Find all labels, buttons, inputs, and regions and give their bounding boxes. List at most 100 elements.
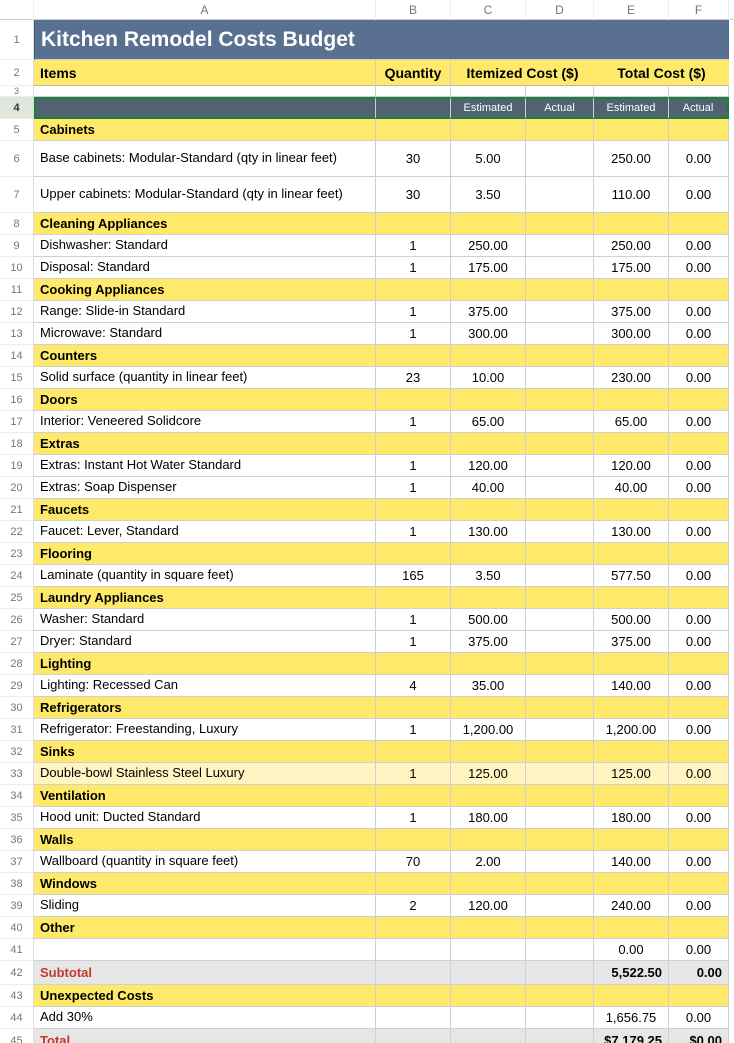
cat-d[interactable]: [526, 785, 594, 807]
cat-f[interactable]: [669, 499, 729, 521]
col-header-D[interactable]: D: [526, 0, 594, 20]
cat-b[interactable]: [376, 653, 451, 675]
row-header-5[interactable]: 5: [0, 119, 34, 141]
blank-a[interactable]: [34, 939, 376, 961]
category-label[interactable]: Extras: [34, 433, 376, 455]
category-label[interactable]: Doors: [34, 389, 376, 411]
row-header-28[interactable]: 28: [0, 653, 34, 675]
row-header-42[interactable]: 42: [0, 961, 34, 985]
row-header-29[interactable]: 29: [0, 675, 34, 697]
cost-act-cell[interactable]: [526, 177, 594, 213]
row-header-34[interactable]: 34: [0, 785, 34, 807]
cat-b[interactable]: [376, 917, 451, 939]
cat-e[interactable]: [594, 985, 669, 1007]
category-label[interactable]: Cabinets: [34, 119, 376, 141]
cat-d[interactable]: [526, 829, 594, 851]
cost-est-cell[interactable]: 3.50: [451, 177, 526, 213]
category-label[interactable]: Walls: [34, 829, 376, 851]
cat-e[interactable]: [594, 213, 669, 235]
tot-act-cell[interactable]: 0.00: [669, 257, 729, 279]
cat-b[interactable]: [376, 873, 451, 895]
tot-act-cell[interactable]: 0.00: [669, 323, 729, 345]
cat-c[interactable]: [451, 697, 526, 719]
cat-d[interactable]: [526, 213, 594, 235]
row-header-22[interactable]: 22: [0, 521, 34, 543]
category-label[interactable]: Counters: [34, 345, 376, 367]
tot-act-cell[interactable]: $0.00: [669, 1029, 729, 1043]
row-header-44[interactable]: 44: [0, 1007, 34, 1029]
cat-f[interactable]: [669, 741, 729, 763]
row-header-33[interactable]: 33: [0, 763, 34, 785]
cat-e[interactable]: [594, 873, 669, 895]
hdr-quantity[interactable]: Quantity: [376, 60, 451, 86]
cat-f[interactable]: [669, 697, 729, 719]
cat-b[interactable]: [376, 213, 451, 235]
tot-act-cell[interactable]: 0.00: [669, 1007, 729, 1029]
cost-est-cell[interactable]: 10.00: [451, 367, 526, 389]
cost-est-cell[interactable]: 40.00: [451, 477, 526, 499]
sum-b[interactable]: [376, 961, 451, 985]
category-label[interactable]: Sinks: [34, 741, 376, 763]
cost-est-cell[interactable]: 1,200.00: [451, 719, 526, 741]
tot-act-cell[interactable]: 0.00: [669, 301, 729, 323]
row-header-3[interactable]: 3: [0, 86, 34, 97]
cat-e[interactable]: [594, 499, 669, 521]
cost-act-cell[interactable]: [526, 719, 594, 741]
cat-b[interactable]: [376, 345, 451, 367]
qty-cell[interactable]: 1: [376, 719, 451, 741]
qty-cell[interactable]: 1: [376, 477, 451, 499]
tot-act-cell[interactable]: 0.00: [669, 521, 729, 543]
sum-c[interactable]: [451, 961, 526, 985]
row-header-2[interactable]: 2: [0, 60, 34, 86]
tot-act-cell[interactable]: 0.00: [669, 719, 729, 741]
qty-cell[interactable]: 1: [376, 521, 451, 543]
tot-act-cell[interactable]: 0.00: [669, 807, 729, 829]
tot-est-cell[interactable]: $7,179.25: [594, 1029, 669, 1043]
tot-est-cell[interactable]: 140.00: [594, 675, 669, 697]
qty-cell[interactable]: 30: [376, 177, 451, 213]
cat-c[interactable]: [451, 653, 526, 675]
row-header-35[interactable]: 35: [0, 807, 34, 829]
sub-cost-act[interactable]: Actual: [526, 97, 594, 119]
cost-act-cell[interactable]: [526, 521, 594, 543]
tot-act-cell[interactable]: 0.00: [669, 141, 729, 177]
tot-act-cell[interactable]: 0.00: [669, 961, 729, 985]
item-name[interactable]: Refrigerator: Freestanding, Luxury: [34, 719, 376, 741]
cost-act-cell[interactable]: [526, 1007, 594, 1029]
row-header-17[interactable]: 17: [0, 411, 34, 433]
row-header-39[interactable]: 39: [0, 895, 34, 917]
item-name[interactable]: Extras: Soap Dispenser: [34, 477, 376, 499]
item-name[interactable]: Sliding: [34, 895, 376, 917]
category-label[interactable]: Unexpected Costs: [34, 985, 376, 1007]
cat-c[interactable]: [451, 433, 526, 455]
tot-act-cell[interactable]: 0.00: [669, 177, 729, 213]
row-header-12[interactable]: 12: [0, 301, 34, 323]
category-label[interactable]: Faucets: [34, 499, 376, 521]
cost-act-cell[interactable]: [526, 455, 594, 477]
tot-act-cell[interactable]: 0.00: [669, 565, 729, 587]
cat-e[interactable]: [594, 279, 669, 301]
cat-e[interactable]: [594, 697, 669, 719]
item-name[interactable]: Dryer: Standard: [34, 631, 376, 653]
sub-tot-est[interactable]: Estimated: [594, 97, 669, 119]
qty-cell[interactable]: 23: [376, 367, 451, 389]
cat-e[interactable]: [594, 653, 669, 675]
blank-c[interactable]: [451, 939, 526, 961]
cat-c[interactable]: [451, 917, 526, 939]
cat-c[interactable]: [451, 829, 526, 851]
row-header-24[interactable]: 24: [0, 565, 34, 587]
cat-b[interactable]: [376, 785, 451, 807]
tot-est-cell[interactable]: 230.00: [594, 367, 669, 389]
cost-est-cell[interactable]: 500.00: [451, 609, 526, 631]
col-header-C[interactable]: C: [451, 0, 526, 20]
item-name[interactable]: Hood unit: Ducted Standard: [34, 807, 376, 829]
item-name[interactable]: Disposal: Standard: [34, 257, 376, 279]
sub-tot-act[interactable]: Actual: [669, 97, 729, 119]
cat-d[interactable]: [526, 653, 594, 675]
cat-f[interactable]: [669, 873, 729, 895]
item-name[interactable]: Upper cabinets: Modular-Standard (qty in…: [34, 177, 376, 213]
cat-e[interactable]: [594, 741, 669, 763]
tot-act-cell[interactable]: 0.00: [669, 631, 729, 653]
cost-est-cell[interactable]: 250.00: [451, 235, 526, 257]
qty-cell[interactable]: 30: [376, 141, 451, 177]
